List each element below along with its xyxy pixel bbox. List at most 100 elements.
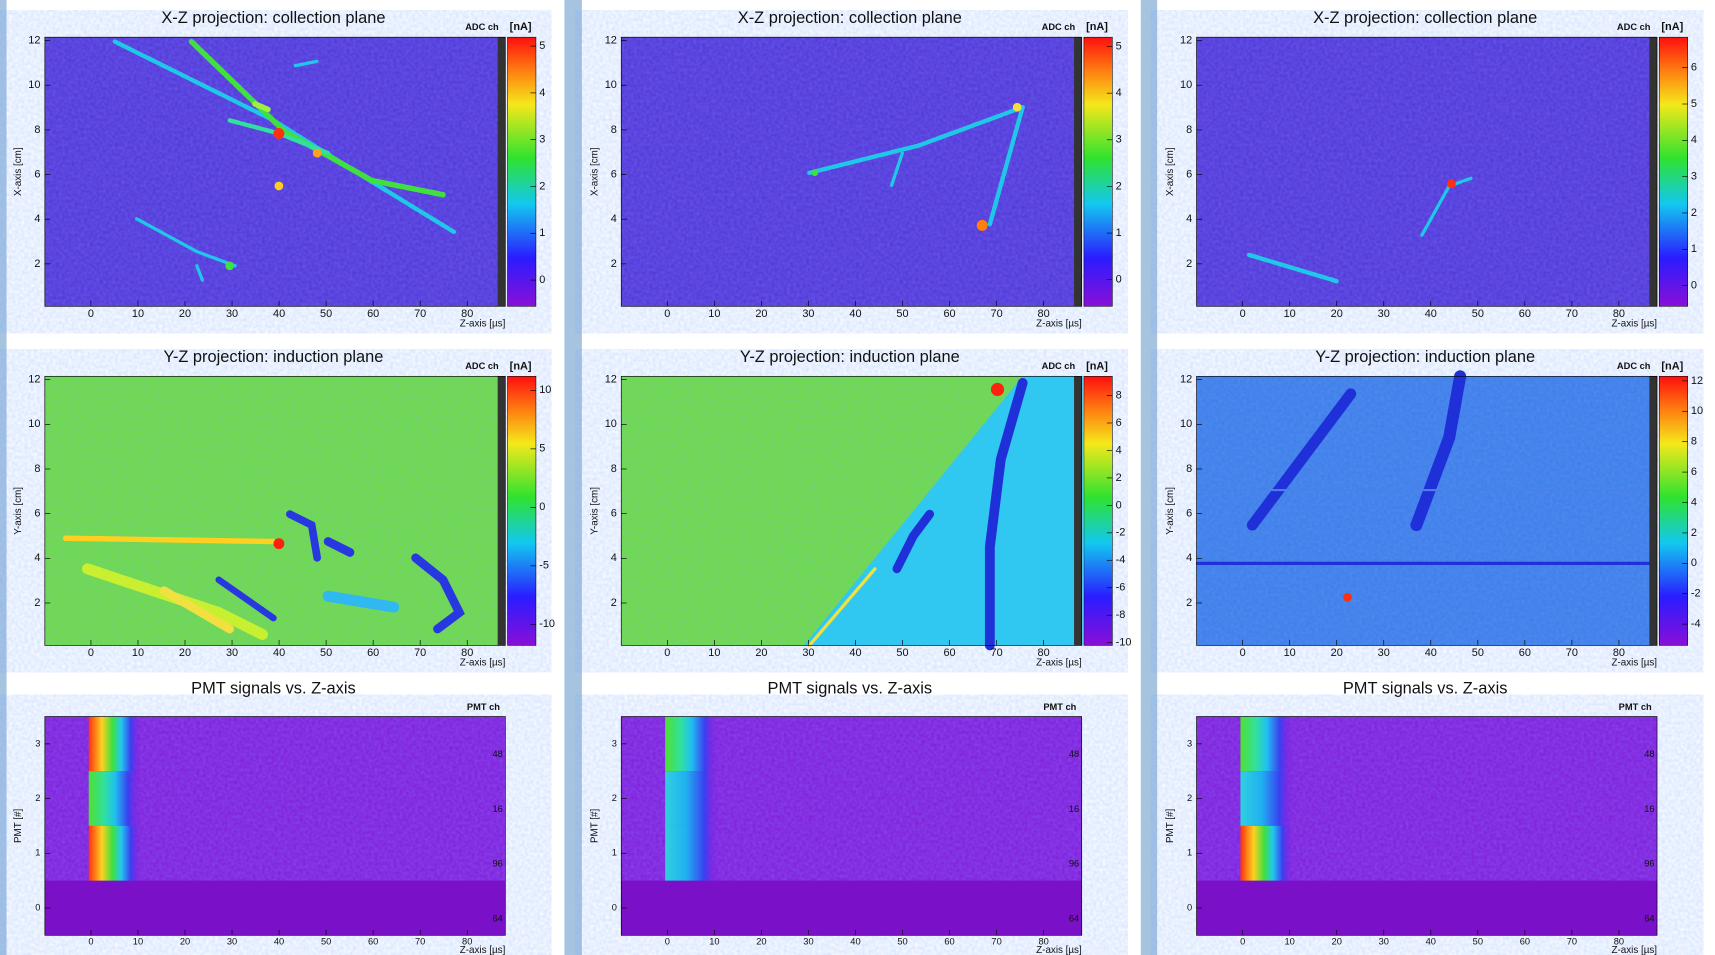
colorbar: [1083, 36, 1113, 307]
x-tick-label: 50: [1472, 308, 1484, 320]
colorbar-tick-label: 5: [1691, 98, 1697, 110]
colorbar-tick-label: 2: [1116, 180, 1122, 192]
colorbar-tick-label: -2: [1691, 588, 1701, 600]
y-axis-label: Y-axis [cm]: [590, 487, 601, 535]
colorbar: [507, 376, 537, 646]
right-tick-label: 96: [1069, 859, 1079, 869]
track: [188, 38, 446, 198]
colorbar-tick-label: 5: [539, 40, 545, 52]
right-tick-label: 16: [492, 804, 502, 814]
x-axis-label: Z-axis [µs]: [1036, 658, 1082, 669]
track: [252, 101, 271, 113]
x-tick-label: 30: [1379, 936, 1389, 946]
x-tick-label: 50: [1473, 936, 1483, 946]
colorbar-tick-label: -10: [539, 618, 555, 630]
x-tick-label: 50: [896, 647, 908, 659]
colorbar-tick-label: -4: [1116, 554, 1126, 566]
x-tick-label: 30: [227, 936, 237, 946]
x-tick-label: 10: [132, 308, 144, 320]
x-tick-label: 40: [850, 936, 860, 946]
channel-strip: [1649, 376, 1658, 646]
colorbar: [1658, 376, 1688, 646]
x-tick-label: 0: [88, 647, 94, 659]
panel-title: X-Z projection: collection plane: [738, 9, 962, 27]
right-tick-label: 64: [1644, 913, 1654, 923]
plot-frame: [1196, 36, 1658, 307]
colorbar-tick-label: 3: [539, 134, 545, 146]
pmt-lower-band: [1196, 880, 1658, 936]
y-tick-label: 1: [35, 848, 40, 858]
x-tick-label: 10: [709, 936, 719, 946]
hot-spot: [1012, 102, 1022, 112]
hot-spot: [976, 219, 988, 231]
colorbar-tick-label: 8: [1691, 436, 1697, 448]
x-tick-label: 80: [461, 647, 473, 659]
y-tick-label: 3: [612, 738, 617, 748]
hot-spot: [990, 382, 1005, 397]
y-tick-label: 2: [1186, 258, 1192, 270]
x-tick-label: 0: [88, 308, 94, 320]
colorbar-tick-label: 5: [1116, 40, 1122, 52]
track: [1246, 252, 1339, 284]
y-tick-label: 3: [1187, 738, 1192, 748]
y-tick-label: 2: [34, 597, 40, 609]
y-tick-label: 2: [1187, 793, 1192, 803]
y-tick-label: 4: [34, 213, 40, 225]
y-axis-label: X-axis [cm]: [590, 147, 601, 196]
heatmap-noise: [44, 37, 506, 307]
hot-spot: [273, 127, 285, 139]
right-tick-label: 96: [492, 859, 502, 869]
colorbar-unit: [nA]: [510, 360, 532, 372]
x-tick-label: 40: [273, 647, 285, 659]
x-tick-label: 40: [849, 647, 861, 659]
y-tick-label: 8: [1186, 124, 1192, 136]
x-tick-label: 20: [1332, 936, 1342, 946]
x-tick-label: 10: [1284, 308, 1296, 320]
y-tick-label: 2: [611, 597, 617, 609]
x-tick-label: 20: [756, 936, 766, 946]
x-tick-label: 20: [179, 647, 191, 659]
x-tick-label: 40: [273, 308, 285, 320]
right-tick-label: 48: [1069, 749, 1079, 759]
colorbar: [1658, 36, 1688, 307]
y-axis-label: Y-axis [cm]: [13, 487, 24, 535]
colorbar-tick-label: 0: [1691, 279, 1697, 291]
x-tick-label: 80: [1613, 308, 1625, 320]
colorbar-label: ADC ch: [465, 361, 499, 371]
track: [411, 553, 465, 634]
colorbar: [1083, 376, 1113, 646]
colorbar-unit: [nA]: [1086, 360, 1108, 372]
colorbar: [507, 36, 537, 307]
x-tick-label: 10: [1285, 936, 1295, 946]
y-axis-label: PMT [#]: [13, 809, 24, 843]
x-tick-label: 30: [802, 308, 814, 320]
y-tick-label: 12: [28, 374, 40, 386]
colorbar-unit: [nA]: [1086, 21, 1108, 33]
colorbar-tick-label: 2: [1691, 527, 1697, 539]
y-tick-label: 8: [611, 463, 617, 475]
right-axis-title: PMT ch: [1619, 702, 1652, 712]
x-tick-label: 0: [88, 936, 93, 946]
track: [159, 586, 235, 634]
plot-frame: [1196, 375, 1658, 646]
y-tick-label: 10: [28, 79, 40, 91]
x-tick-label: 40: [1425, 308, 1437, 320]
x-axis-label: Z-axis [µs]: [1612, 945, 1658, 955]
right-tick-label: 48: [1644, 749, 1654, 759]
x-tick-label: 30: [226, 308, 238, 320]
y-tick-label: 10: [1180, 79, 1192, 91]
y-tick-label: 2: [612, 793, 617, 803]
track: [286, 510, 322, 562]
colorbar-label: ADC ch: [1042, 22, 1076, 32]
colorbar-tick-label: -4: [1691, 618, 1701, 630]
heatmap-region: [803, 376, 1083, 646]
pmt-signal: [88, 716, 142, 772]
x-tick-label: 30: [802, 647, 814, 659]
plot-frame: [44, 375, 506, 646]
x-tick-label: 10: [132, 647, 144, 659]
colorbar-tick-label: 6: [1691, 62, 1697, 74]
x-axis-label: Z-axis [µs]: [1612, 318, 1658, 329]
pmt-signal: [665, 771, 718, 826]
x-tick-label: 80: [1613, 647, 1625, 659]
heatmap-noise: [44, 376, 506, 646]
